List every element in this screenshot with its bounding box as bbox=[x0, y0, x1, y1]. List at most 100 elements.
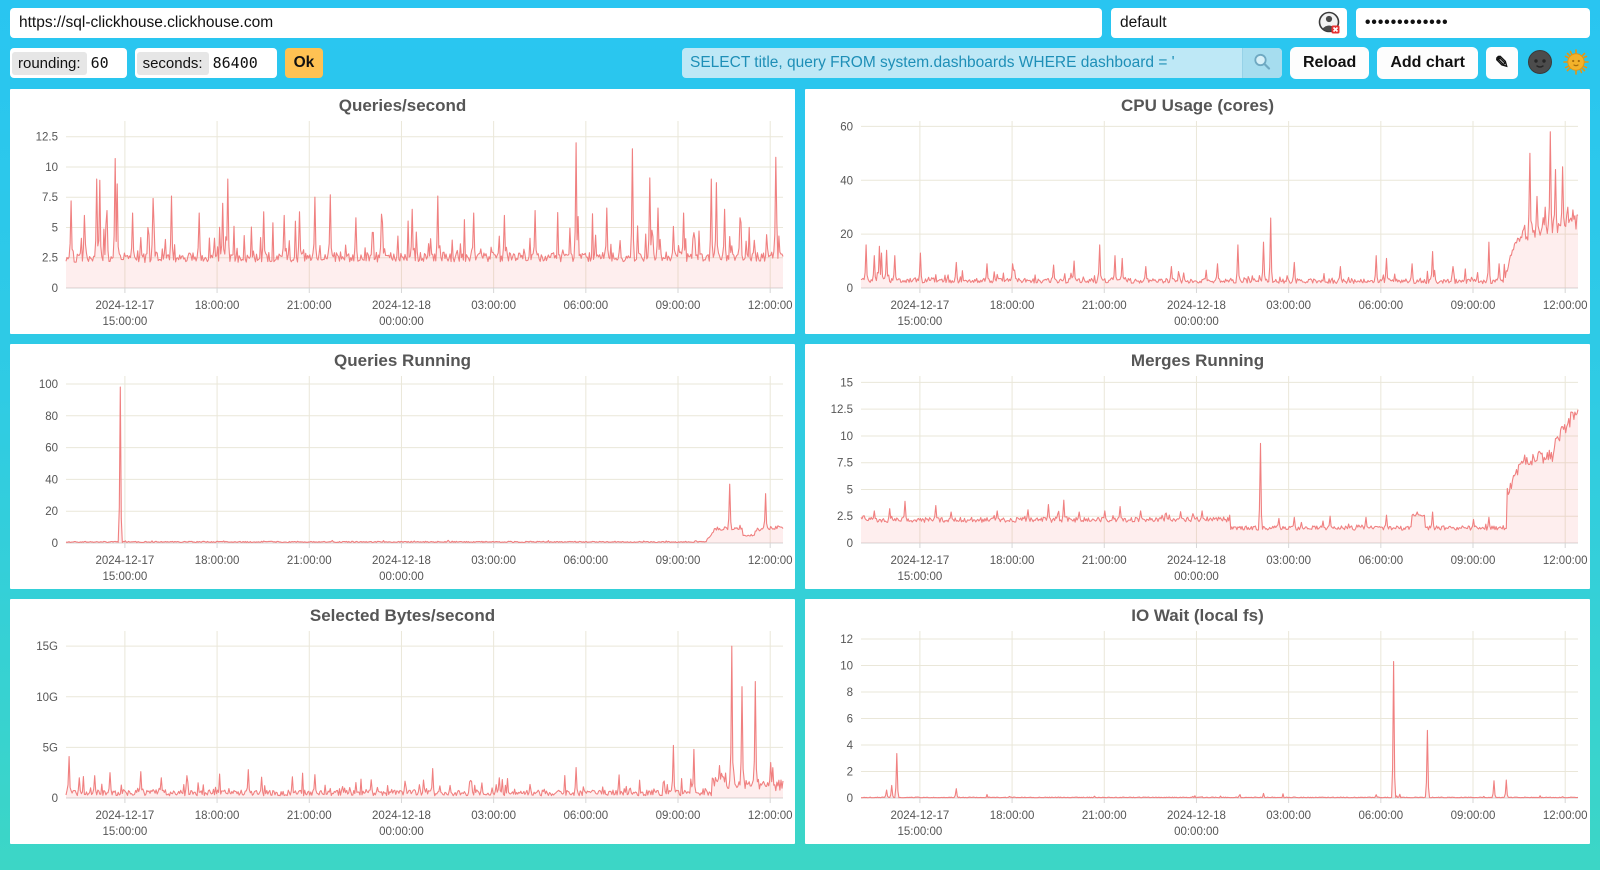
svg-text:09:00:00: 09:00:00 bbox=[1451, 300, 1496, 312]
controls-bar: rounding: seconds: Ok Reload Add chart ✎ bbox=[0, 38, 1600, 79]
queries-running-chart[interactable]: 0 20 40 60 80 100 2024-12-17 15:00:00 18:00:00 21… bbox=[10, 344, 795, 589]
chart-panel-queries-per-second: Queries/second 0 2.5 5 7.5 10 12.5 2024-12-17 1… bbox=[10, 89, 795, 334]
seconds-input[interactable] bbox=[208, 54, 275, 72]
user-field-wrap bbox=[1111, 8, 1347, 38]
selected-bytes-chart[interactable]: 0 5G 10G 15G 2024-12-17 15:00:00 18:00:00 21:00… bbox=[10, 599, 795, 844]
svg-text:06:00:00: 06:00:00 bbox=[1358, 555, 1403, 567]
svg-text:03:00:00: 03:00:00 bbox=[471, 555, 516, 567]
svg-text:21:00:00: 21:00:00 bbox=[1082, 810, 1127, 822]
svg-text:12: 12 bbox=[840, 634, 853, 646]
svg-text:09:00:00: 09:00:00 bbox=[656, 300, 701, 312]
seconds-label: seconds: bbox=[136, 51, 209, 75]
svg-text:40: 40 bbox=[840, 175, 853, 187]
chart-panel-cpu-usage: CPU Usage (cores) 0 20 40 60 2024-12-17 15:00… bbox=[805, 89, 1590, 334]
merges-running-chart[interactable]: 0 2.5 5 7.5 10 12.5 15 2024-12-17 15:00:00 18:00:… bbox=[805, 344, 1590, 589]
svg-text:0: 0 bbox=[847, 538, 853, 550]
svg-text:00:00:00: 00:00:00 bbox=[1174, 316, 1219, 328]
svg-text:09:00:00: 09:00:00 bbox=[1451, 810, 1496, 822]
run-query-button[interactable] bbox=[1241, 48, 1282, 78]
svg-text:2: 2 bbox=[847, 766, 853, 778]
chart-panel-io-wait: IO Wait (local fs) 0 2 4 6 8 10 12 2024-12-17 15… bbox=[805, 599, 1590, 844]
ok-button[interactable]: Ok bbox=[284, 48, 324, 78]
svg-text:21:00:00: 21:00:00 bbox=[287, 555, 332, 567]
theme-light-button[interactable] bbox=[1562, 49, 1590, 77]
server-url-input[interactable] bbox=[10, 8, 1102, 38]
add-chart-button[interactable]: Add chart bbox=[1377, 47, 1478, 79]
svg-text:03:00:00: 03:00:00 bbox=[1266, 810, 1311, 822]
svg-text:2.5: 2.5 bbox=[42, 253, 58, 265]
svg-text:0: 0 bbox=[52, 283, 58, 295]
cpu-usage-chart[interactable]: 0 20 40 60 2024-12-17 15:00:00 18:00:00 21:00:0… bbox=[805, 89, 1590, 334]
edit-button[interactable]: ✎ bbox=[1486, 47, 1518, 79]
svg-text:06:00:00: 06:00:00 bbox=[1358, 810, 1403, 822]
svg-text:100: 100 bbox=[39, 379, 58, 391]
svg-text:21:00:00: 21:00:00 bbox=[1082, 300, 1127, 312]
svg-text:5G: 5G bbox=[43, 742, 58, 754]
svg-text:06:00:00: 06:00:00 bbox=[563, 300, 608, 312]
svg-text:0: 0 bbox=[52, 793, 58, 805]
svg-text:06:00:00: 06:00:00 bbox=[563, 555, 608, 567]
svg-text:15:00:00: 15:00:00 bbox=[103, 826, 148, 838]
svg-text:20: 20 bbox=[840, 229, 853, 241]
svg-text:5: 5 bbox=[847, 484, 853, 496]
username-input[interactable] bbox=[1111, 8, 1347, 38]
svg-text:0: 0 bbox=[847, 283, 853, 295]
svg-text:09:00:00: 09:00:00 bbox=[656, 555, 701, 567]
svg-text:40: 40 bbox=[45, 474, 58, 486]
svg-text:2024-12-18: 2024-12-18 bbox=[1167, 555, 1226, 567]
svg-text:18:00:00: 18:00:00 bbox=[195, 300, 240, 312]
svg-text:2024-12-18: 2024-12-18 bbox=[372, 300, 431, 312]
svg-text:20: 20 bbox=[45, 506, 58, 518]
svg-text:12:00:00: 12:00:00 bbox=[748, 810, 793, 822]
svg-text:18:00:00: 18:00:00 bbox=[990, 300, 1035, 312]
svg-text:12:00:00: 12:00:00 bbox=[1543, 300, 1588, 312]
svg-text:00:00:00: 00:00:00 bbox=[379, 571, 424, 583]
svg-text:06:00:00: 06:00:00 bbox=[563, 810, 608, 822]
svg-text:18:00:00: 18:00:00 bbox=[990, 810, 1035, 822]
rounding-group: rounding: bbox=[10, 48, 127, 78]
svg-text:03:00:00: 03:00:00 bbox=[1266, 300, 1311, 312]
new-moon-face-icon bbox=[1527, 50, 1553, 78]
rounding-label: rounding: bbox=[12, 51, 87, 75]
theme-dark-button[interactable] bbox=[1526, 49, 1554, 77]
svg-text:15:00:00: 15:00:00 bbox=[898, 316, 943, 328]
svg-text:00:00:00: 00:00:00 bbox=[1174, 571, 1219, 583]
svg-text:10: 10 bbox=[840, 660, 853, 672]
svg-text:12.5: 12.5 bbox=[36, 132, 58, 144]
svg-text:2024-12-17: 2024-12-17 bbox=[890, 300, 949, 312]
svg-text:7.5: 7.5 bbox=[42, 192, 58, 204]
svg-text:12:00:00: 12:00:00 bbox=[1543, 555, 1588, 567]
chart-panel-queries-running: Queries Running 0 20 40 60 80 100 2024-12-17 15… bbox=[10, 344, 795, 589]
svg-text:12:00:00: 12:00:00 bbox=[748, 555, 793, 567]
svg-text:2024-12-18: 2024-12-18 bbox=[1167, 810, 1226, 822]
svg-text:03:00:00: 03:00:00 bbox=[1266, 555, 1311, 567]
svg-text:09:00:00: 09:00:00 bbox=[656, 810, 701, 822]
svg-text:2024-12-17: 2024-12-17 bbox=[890, 810, 949, 822]
svg-text:15:00:00: 15:00:00 bbox=[103, 571, 148, 583]
svg-text:03:00:00: 03:00:00 bbox=[471, 300, 516, 312]
svg-text:18:00:00: 18:00:00 bbox=[195, 810, 240, 822]
svg-text:60: 60 bbox=[840, 121, 853, 133]
password-input[interactable] bbox=[1356, 8, 1590, 38]
svg-text:7.5: 7.5 bbox=[837, 458, 853, 470]
svg-text:0: 0 bbox=[847, 793, 853, 805]
queries-per-second-chart[interactable]: 0 2.5 5 7.5 10 12.5 2024-12-17 15:00:00 18:00:00… bbox=[10, 89, 795, 334]
svg-text:2024-12-18: 2024-12-18 bbox=[372, 555, 431, 567]
io-wait-chart[interactable]: 0 2 4 6 8 10 12 2024-12-17 15:00:00 18:00:00 21:00… bbox=[805, 599, 1590, 844]
svg-text:10: 10 bbox=[840, 431, 853, 443]
svg-text:2024-12-18: 2024-12-18 bbox=[372, 810, 431, 822]
svg-text:00:00:00: 00:00:00 bbox=[379, 316, 424, 328]
chart-panel-selected-bytes: Selected Bytes/second 0 5G 10G 15G 2024-12-1… bbox=[10, 599, 795, 844]
svg-text:60: 60 bbox=[45, 443, 58, 455]
svg-text:2024-12-17: 2024-12-17 bbox=[95, 300, 154, 312]
svg-text:12:00:00: 12:00:00 bbox=[1543, 810, 1588, 822]
dashboard-query-input[interactable] bbox=[681, 48, 1242, 78]
rounding-input[interactable] bbox=[86, 54, 125, 72]
svg-text:18:00:00: 18:00:00 bbox=[990, 555, 1035, 567]
magnifier-icon bbox=[1252, 52, 1272, 75]
svg-text:12.5: 12.5 bbox=[831, 404, 853, 416]
svg-text:03:00:00: 03:00:00 bbox=[471, 810, 516, 822]
svg-text:6: 6 bbox=[847, 713, 853, 725]
reload-button[interactable]: Reload bbox=[1289, 47, 1370, 79]
seconds-group: seconds: bbox=[134, 48, 277, 78]
